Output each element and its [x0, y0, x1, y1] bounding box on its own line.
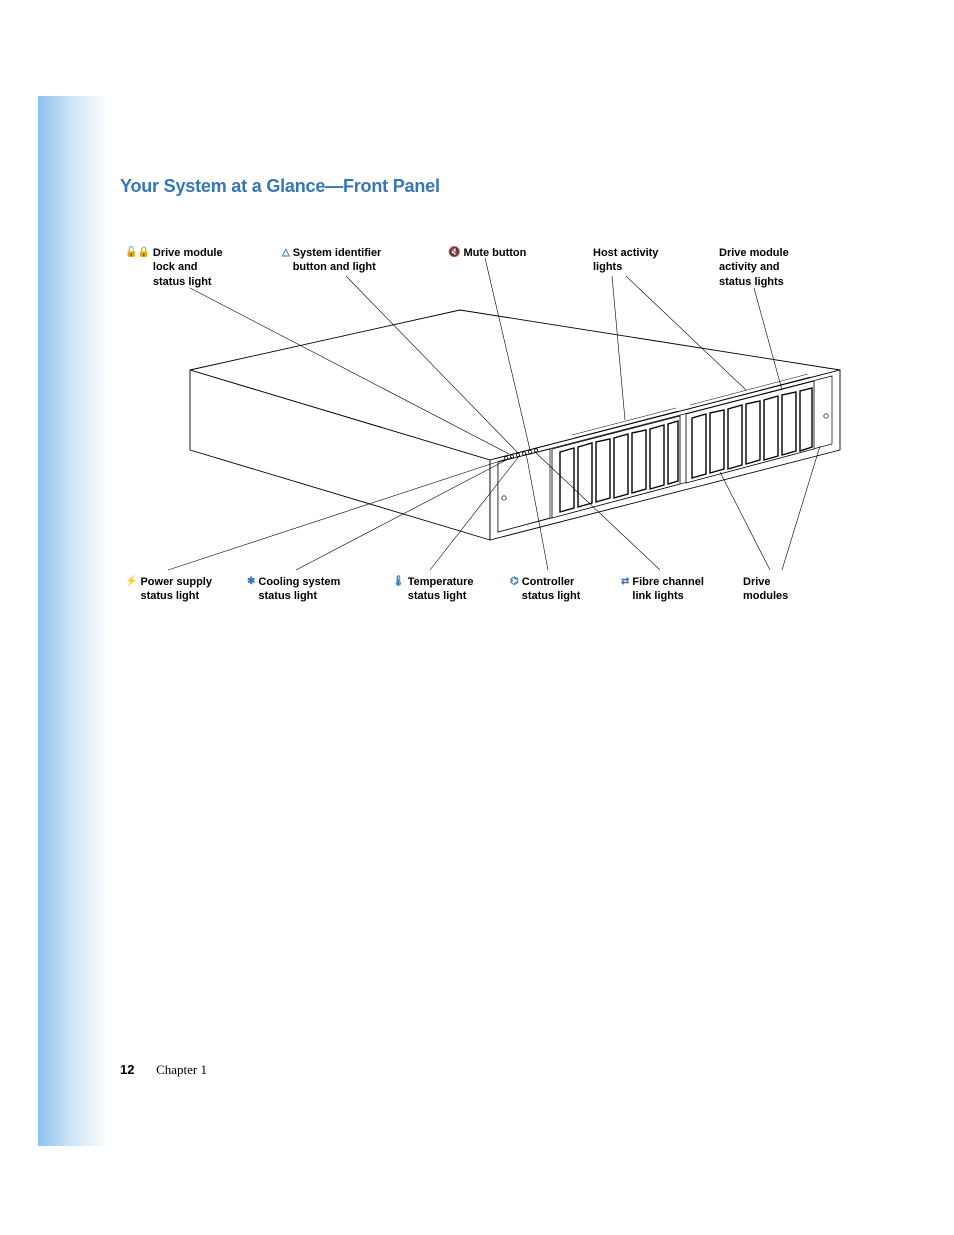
page-number: 12: [120, 1062, 134, 1077]
page-gradient-band: [38, 96, 108, 1146]
page-title: Your System at a Glance—Front Panel: [120, 176, 440, 197]
page-footer: 12 Chapter 1: [120, 1062, 207, 1078]
chapter-label: Chapter 1: [156, 1062, 207, 1077]
device-diagram: [120, 240, 870, 610]
